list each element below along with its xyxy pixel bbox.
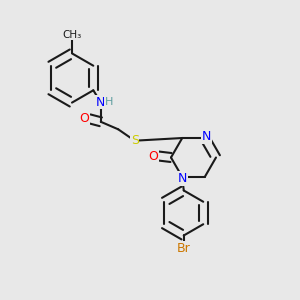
Text: N: N xyxy=(96,96,106,109)
Text: CH₃: CH₃ xyxy=(62,29,82,40)
Text: S: S xyxy=(131,134,139,147)
Text: O: O xyxy=(148,149,158,163)
Text: H: H xyxy=(105,97,113,107)
Text: N: N xyxy=(178,172,187,185)
Text: O: O xyxy=(79,112,89,125)
Text: Br: Br xyxy=(177,242,190,255)
Text: N: N xyxy=(202,130,211,143)
